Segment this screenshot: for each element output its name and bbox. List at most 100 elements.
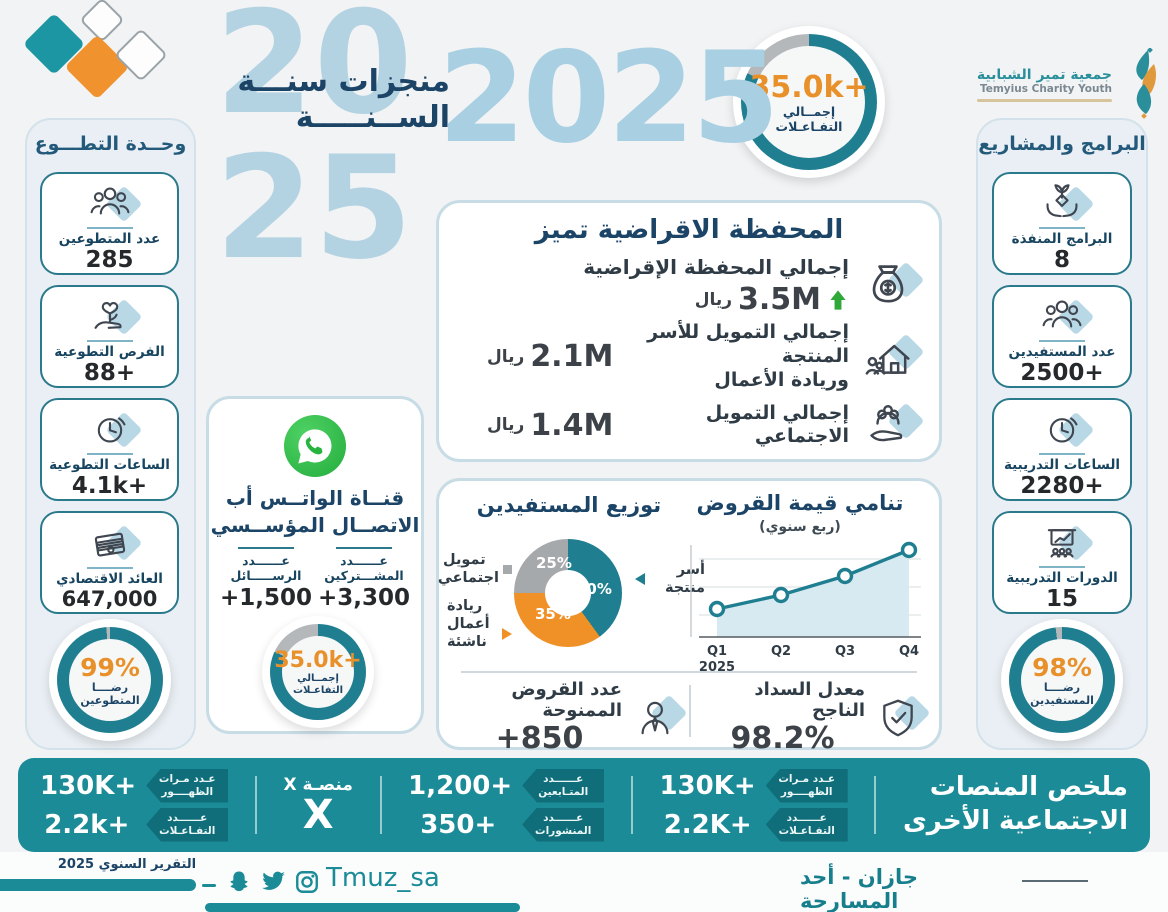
gauge-label: إجمــالي التفـاعـلات <box>775 104 843 134</box>
org-name-en: Temyius Charity Youth <box>979 82 1112 95</box>
portfolio-row-total: إجمالي المحفظة الإقراضية 3.5M ريال <box>459 255 919 317</box>
org-name-ar: جمعية تمير الشبابية <box>976 66 1112 83</box>
training-board-icon <box>1047 528 1077 558</box>
stat-value: 1,200+ <box>408 770 513 801</box>
social-handle[interactable]: Tmuz_sa <box>326 863 440 893</box>
footer-rule <box>0 879 196 891</box>
beneficiary-satisfaction-gauge: 98% رضــــا المستفيدين <box>1001 619 1123 741</box>
stat-value: 350+ <box>420 809 497 840</box>
social-bar-title: ملخص المنصات الاجتماعية الأخرى <box>902 772 1128 836</box>
messages-stat: عــــــدد الرســـــائل 1,500+ <box>217 547 315 611</box>
portfolio-label: إجمالي التمويل الاجتماعي <box>705 401 849 448</box>
divider <box>254 776 257 834</box>
loans-chart-subtitle: (ربع سنوي) <box>759 519 841 535</box>
slice-label-social: تمويل اجتماعي <box>437 552 499 587</box>
stat-value: 15 <box>1045 586 1078 612</box>
stat-card-hours: الساعات التطوعية 4.1k+ <box>40 398 179 501</box>
stat-label: الساعات التطوعية <box>49 457 170 473</box>
hands-plant-icon <box>1046 183 1078 217</box>
org-logo: جمعية تمير الشبابية Temyius Charity Yout… <box>950 42 1160 126</box>
gauge-value: 35.0k+ <box>749 70 869 106</box>
divider <box>630 776 633 834</box>
stat-label: الدورات التدريبية <box>1006 570 1118 586</box>
snapchat-icon[interactable] <box>226 869 252 895</box>
stat-value: 2.2K+ <box>663 809 752 840</box>
location-label: جازان - أحد المسارحة <box>800 865 919 912</box>
whatsapp-stats: عــــــدد المشـــتركين 3,300+ عــــــدد ال… <box>217 547 413 611</box>
stat-label: الفرص التطوعية <box>54 344 165 360</box>
people-on-hand-icon <box>870 405 903 442</box>
portfolio-panel: المحفظة الاقراضية تميز إجمالي المحفظة ال… <box>436 200 942 462</box>
portfolio-value: 1.4M <box>530 407 614 443</box>
stat-value: 2280+ <box>1020 473 1104 499</box>
slice-label-startups: ريادة أعمال ناشئة <box>447 598 490 651</box>
portfolio-value: 3.5M <box>738 282 821 317</box>
gauge-label: إجمــالي التفاعـلات <box>292 673 344 696</box>
stat-chevron-label: عــــــدد التفـاعـلات <box>765 807 848 842</box>
portfolio-label: إجمالي المحفظة الإقراضية <box>583 255 849 279</box>
portfolio-value: 2.1M <box>530 339 614 375</box>
stat-card-economic-return: العائد الاقتصادي 647,000 <box>40 511 179 614</box>
twitter-icon[interactable] <box>260 871 286 893</box>
divider <box>379 776 382 834</box>
stat-label: العائد الاقتصادي <box>56 571 163 587</box>
loans-chart-title: تنامي قيمة القروض <box>696 491 904 515</box>
big-year-2025: 2025 <box>438 24 780 171</box>
diamond-outline-1 <box>79 0 125 43</box>
brand-diamonds-logo <box>22 0 178 106</box>
stat-value: 2500+ <box>1020 360 1104 386</box>
stat-chevron-label: عـدد مـرات الظهــــور <box>765 768 848 803</box>
slice-pct-40: 40% <box>576 580 612 598</box>
stat-card-training-hours: الساعات التدريبية 2280+ <box>992 398 1132 501</box>
loans-granted-value: 850+ <box>495 721 584 756</box>
stat-chevron-label: عــــــدد المنشورات <box>522 807 605 842</box>
shield-check-icon <box>883 699 913 736</box>
gauge-value: 99% <box>80 652 140 682</box>
x-logo-icon: X <box>302 792 334 838</box>
svg-text:Q4: Q4 <box>899 644 919 659</box>
gauge-value: 98% <box>1032 652 1092 682</box>
teal-arrow-marker <box>635 573 645 585</box>
year-stacked-decoration: 20 25 <box>215 0 413 291</box>
footer-bottom-strip <box>205 903 520 912</box>
report-label: التقرير السنوي 2025 <box>57 857 197 872</box>
beneficiary-distribution-donut: 40% 35% 25% <box>514 539 622 647</box>
svg-text:Q2: Q2 <box>771 644 791 659</box>
social-platforms-bar: ملخص المنصات الاجتماعية الأخرى عـدد مـرا… <box>18 758 1150 852</box>
platform-stats-group-a: عـدد مـرات الظهــــور 130K+ عــــــدد التفـ… <box>659 768 848 842</box>
volunteer-panel-title: وحــدة التطـــوع <box>34 133 187 155</box>
slice-pct-35: 35% <box>535 605 571 623</box>
org-tagline-rule <box>976 98 1112 102</box>
footer: التقرير السنوي 2025 Tmuz_sa جازان - أحد … <box>0 852 1168 912</box>
trend-up-icon <box>830 289 846 310</box>
programs-panel-title: البرامج والمشاريع <box>978 133 1146 155</box>
clock-icon <box>97 416 125 443</box>
vertical-divider <box>689 685 691 737</box>
total-interactions-gauge: 35.0k+ إجمــالي التفـاعـلات <box>733 26 885 178</box>
portfolio-label: إجمالي التمويل للأسر المنتجة وريادة الأع… <box>647 321 849 391</box>
x-platform-stats-group: عــــــدد المتـابعين 1,200+ عــــــدد المنش… <box>408 768 605 842</box>
page-title: منجزات سنـــة الســنـــــة <box>237 64 450 135</box>
money-bag-icon <box>872 265 904 303</box>
instagram-icon[interactable] <box>294 869 320 895</box>
volunteer-panel: وحــدة التطـــوع عدد المتطوعين 285 الفرص… <box>25 118 196 750</box>
loans-granted-stat: عدد القروض الممنوحة 850+ <box>457 679 682 756</box>
subscribers-stat: عــــــدد المشـــتركين 3,300+ <box>315 547 413 611</box>
stat-value: 647,000 <box>61 587 158 611</box>
footer-rule-dash <box>202 884 216 887</box>
stat-label: عدد المستفيدين <box>1008 344 1116 360</box>
portfolio-unit: ريال <box>694 289 732 310</box>
platform-stats-group-c: عـدد مـرات الظهــــور 130K+ عــــــدد التفـ… <box>40 768 229 842</box>
whatsapp-icon <box>284 415 346 477</box>
loans-growth-line-chart: Q1 2025 Q2 Q3 Q4 <box>690 541 921 675</box>
stat-card-opportunities: الفرص التطوعية 88+ <box>40 285 179 388</box>
users-icon <box>1042 300 1082 328</box>
programs-panel: البرامج والمشاريع البرامج المنفذة 8 عدد … <box>976 118 1148 750</box>
stat-value: 2.2k+ <box>44 809 130 840</box>
stat-card-courses: الدورات التدريبية 15 <box>992 511 1132 614</box>
stat-value: 88+ <box>83 360 136 386</box>
stat-chevron-label: عـدد مـرات الظهــــور <box>146 768 229 803</box>
gauge-label: رضــــا المستفيدين <box>1030 680 1094 707</box>
stat-card-volunteers: عدد المتطوعين 285 <box>40 172 179 275</box>
gray-square-marker <box>503 565 512 574</box>
